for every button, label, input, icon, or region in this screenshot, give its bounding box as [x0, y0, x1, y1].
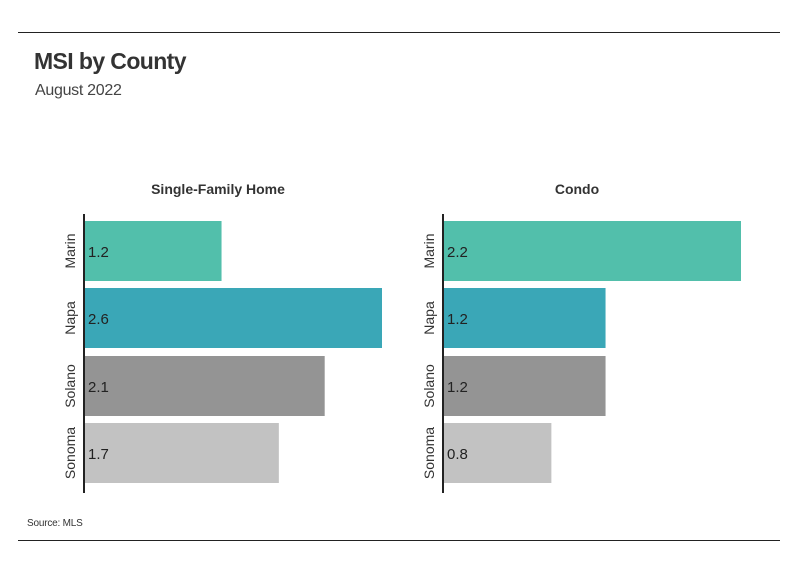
top-rule — [18, 32, 780, 33]
data-label: 2.2 — [447, 244, 468, 261]
chart-title: MSI by County — [34, 48, 187, 74]
category-label: Solano — [62, 364, 78, 408]
bar — [84, 423, 279, 483]
bottom-rule — [18, 540, 780, 541]
category-label: Napa — [62, 301, 78, 335]
bar — [443, 288, 606, 348]
bar — [443, 356, 606, 416]
bar — [84, 288, 382, 348]
data-label: 1.7 — [88, 446, 109, 463]
panel-title: Condo — [555, 181, 599, 197]
source-note: Source: MLS — [27, 518, 83, 529]
data-label: 2.6 — [88, 311, 109, 328]
data-label: 0.8 — [447, 446, 468, 463]
data-label: 1.2 — [88, 244, 109, 261]
chart-panel-1: Condo 2.2 Marin 1.2 Napa 1.2 Solano 0.8 Sonoma — [421, 181, 741, 493]
category-label: Sonoma — [62, 427, 78, 479]
bar — [443, 221, 741, 281]
chart-panel-0: Single-Family Home 1.2 Marin 2.6 Napa 2.1 Sola… — [62, 181, 382, 493]
data-label: 1.2 — [447, 311, 468, 328]
bar — [443, 423, 552, 483]
data-label: 2.1 — [88, 379, 109, 396]
category-label: Napa — [421, 301, 437, 335]
category-label: Sonoma — [421, 427, 437, 479]
category-label: Marin — [62, 233, 78, 268]
category-label: Solano — [421, 364, 437, 408]
data-label: 1.2 — [447, 379, 468, 396]
bar — [84, 356, 325, 416]
category-label: Marin — [421, 233, 437, 268]
panel-title: Single-Family Home — [151, 181, 285, 197]
chart-subtitle: August 2022 — [35, 82, 122, 99]
bar — [84, 221, 222, 281]
